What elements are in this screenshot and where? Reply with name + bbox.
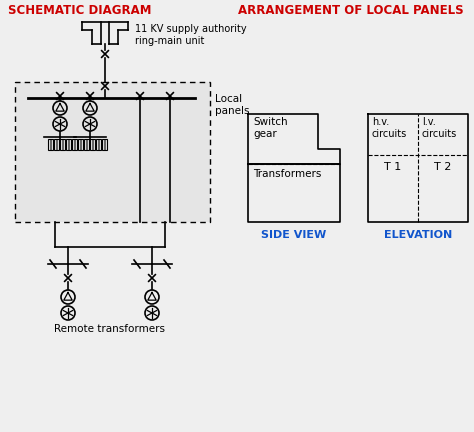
Text: SIDE VIEW: SIDE VIEW	[261, 230, 327, 240]
Bar	[15, 82, 210, 222]
Text: T 1: T 1	[384, 162, 401, 172]
Text: T 2: T 2	[434, 162, 452, 172]
Text: SCHEMATIC DIAGRAM: SCHEMATIC DIAGRAM	[8, 4, 152, 17]
Text: Local
panels: Local panels	[215, 94, 249, 116]
Bar	[48, 139, 53, 150]
Bar	[54, 139, 59, 150]
Text: 11 KV supply authority
ring-main unit: 11 KV supply authority ring-main unit	[135, 24, 246, 46]
Bar	[60, 139, 65, 150]
Text: Remote transformers: Remote transformers	[55, 324, 165, 334]
Bar	[84, 139, 89, 150]
Bar	[78, 139, 83, 150]
Bar	[96, 139, 101, 150]
Text: h.v.
circuits: h.v. circuits	[372, 117, 407, 139]
Text: Switch
gear: Switch gear	[253, 117, 288, 139]
Bar	[90, 139, 95, 150]
Bar	[15, 82, 210, 222]
Bar	[102, 139, 107, 150]
Text: ELEVATION: ELEVATION	[384, 230, 452, 240]
Bar	[66, 139, 71, 150]
Text: l.v.
circuits: l.v. circuits	[422, 117, 457, 139]
Text: ARRANGEMENT OF LOCAL PANELS: ARRANGEMENT OF LOCAL PANELS	[238, 4, 464, 17]
Text: Transformers: Transformers	[253, 169, 321, 179]
Bar	[72, 139, 77, 150]
